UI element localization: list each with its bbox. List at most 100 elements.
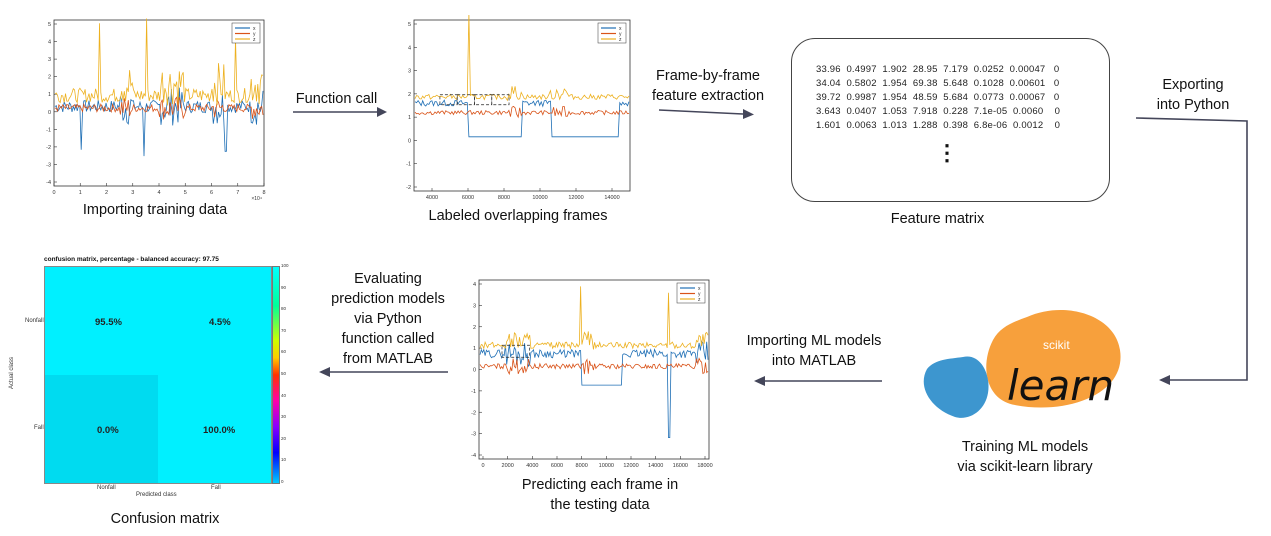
training-data-plot: 5 4 3 2 1 0 -1 -2 -3 -4 0 1 2 3 4 5 6 7 8 ×10⁴ x y z [38,15,268,202]
y-tick-label: 5 [48,22,51,28]
caption-predicting-line2: the testing data [550,497,650,513]
x-tick-label: 4 [157,190,160,196]
series-y-line [414,105,630,119]
y-tick-label: 0 [408,138,411,144]
label-evaluating-line1: Evaluating [354,271,422,287]
cm-colorbar-tick: 40 [281,392,287,398]
arrow-feature-extraction [658,109,754,119]
feature-matrix-box: 33.96 0.4997 1.902 28.95 7.179 0.0252 0.… [791,38,1110,202]
x-tick-label: 6 [210,190,213,196]
series-y-line [54,96,264,120]
x-tick-label: 10000 [599,463,614,469]
x-tick-label: 0 [52,190,55,196]
y-tick-label: -3 [471,432,476,438]
caption-confusion-matrix: Confusion matrix [110,511,220,527]
series-x-line [479,340,709,438]
y-tick-label: 1 [473,346,476,352]
cm-colorbar-tick: 60 [281,349,287,355]
cm-colorbar-tick: 30 [281,414,287,420]
x-tick-label: 14000 [648,463,663,469]
caption-training-line2: via scikit-learn library [957,459,1093,475]
arrow-evaluating [319,367,448,377]
testing-data-signal-chart: 4 3 2 1 0 -1 -2 -3 -4 0 2000 4000 6000 8000 10000 12000… [471,279,713,469]
x-tick-label: 2000 [502,463,514,469]
y-tick-label: 3 [48,57,51,63]
x-exponent-label: ×10⁴ [251,196,262,200]
cm-colorbar-tick: 20 [281,435,287,441]
label-exporting-line1: Exporting [1162,77,1224,93]
x-tick-label: 6000 [551,463,563,469]
cm-colorbar-tick: 70 [281,327,287,333]
cm-row-label-nonfall: Nonfall [25,318,44,324]
feature-row: 39.72 0.9987 1.954 48.59 5.684 0.0773 0.… [816,92,1060,103]
cm-col-label-fall: Fall [211,485,221,491]
cm-cell-nonfall-nonfall [45,267,158,375]
caption-feature-matrix: Feature matrix [890,211,985,227]
caption-predicting-each-frame: Predicting each frame in the testing dat… [500,475,700,515]
y-tick-label: -2 [471,410,476,416]
x-tick-label: 5 [184,190,187,196]
x-tick-label: 10000 [532,195,547,201]
label-importing-ml-line1: Importing ML models [746,333,882,349]
label-evaluating-prediction-models: Evaluating prediction models via Python … [318,269,458,369]
logo-orange-shape [986,309,1121,408]
confusion-matrix-grid: 95.5% 4.5% 0.0% 100.0% [44,266,272,484]
y-tick-label: 4 [473,282,476,288]
label-importing-ml-line2: into MATLAB [771,353,857,369]
y-tick-label: 2 [48,75,51,81]
label-evaluating-line4: function called [341,331,435,347]
y-tick-label: -4 [46,180,51,186]
logo-learn-text: learn [1007,361,1114,410]
legend-label-z: z [253,37,256,43]
legend-label-x: x [619,26,622,32]
y-tick-label: -1 [471,389,476,395]
legend-label-z: z [698,297,701,303]
arrow-function-call [293,107,387,117]
feature-row: 33.96 0.4997 1.902 28.95 7.179 0.0252 0.… [816,64,1060,75]
x-tick-label: 4000 [526,463,538,469]
legend-label-x: x [698,286,701,292]
legend-label-y: y [698,292,701,298]
series-z-line [479,286,709,350]
cm-colorbar-ticks: 100 90 80 70 60 50 40 30 20 10 0 [280,263,294,484]
x-tick-label: 8 [262,190,265,196]
cm-colorbar-tick: 80 [281,306,287,312]
series-y-line [479,357,709,376]
arrow-exporting-into-python [1135,117,1248,385]
x-tick-label: 14000 [604,195,619,201]
y-tick-label: -3 [46,162,51,168]
label-exporting-line2: into Python [1156,97,1230,113]
cm-ylabel: Actual class [9,356,16,390]
confusion-matrix-figure: confusion matrix, percentage - balanced … [9,255,295,505]
x-tick-label: 18000 [697,463,712,469]
x-tick-label: 3 [131,190,134,196]
scikit-learn-logo: scikit learn [923,309,1121,418]
series-z-line [54,18,264,106]
y-tick-label: 1 [408,115,411,121]
x-tick-label: 12000 [623,463,638,469]
logo-blue-shape [923,356,989,418]
x-tick-label: 6000 [462,195,474,201]
x-tick-label: 16000 [673,463,688,469]
y-tick-label: 3 [473,303,476,309]
caption-labeled-overlapping-frames: Labeled overlapping frames [428,208,608,224]
logo-scikit-text: scikit [1043,338,1070,352]
y-tick-label: -2 [46,145,51,151]
y-tick-label: -4 [471,453,476,459]
y-tick-label: 0 [48,110,51,116]
label-exporting-into-python: Exporting into Python [1138,75,1248,115]
cm-colorbar-tick: 100 [281,263,289,268]
y-tick-label: 0 [473,368,476,374]
cm-colorbar-tick: 50 [281,371,287,376]
y-tick-label: -1 [406,162,411,168]
y-tick-label: 5 [408,22,411,28]
x-tick-label: 7 [236,190,239,196]
label-evaluating-line5: from MATLAB [343,351,433,367]
cm-colorbar-tick: 90 [281,284,287,290]
cm-value-fall-fall: 100.0% [203,425,236,436]
cm-value-fall-nonfall: 0.0% [97,425,119,436]
caption-importing-training-data: Importing training data [82,202,228,218]
y-tick-label: -1 [46,127,51,133]
confusion-matrix-title: confusion matrix, percentage - balanced … [44,256,219,263]
